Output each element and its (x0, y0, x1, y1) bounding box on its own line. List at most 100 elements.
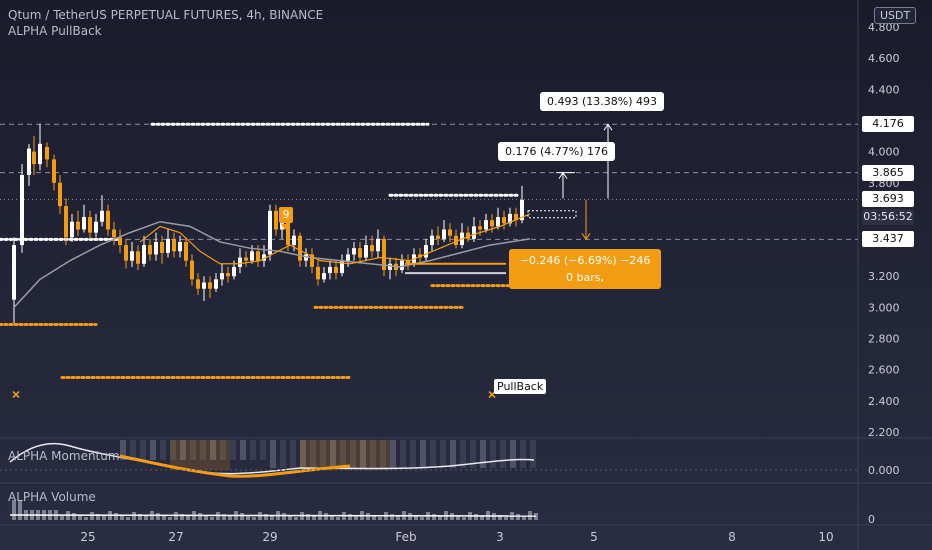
volume-bar (186, 516, 190, 520)
candle-body (208, 282, 212, 289)
momentum-histogram-bar (260, 440, 266, 460)
momentum-histogram-bar (530, 440, 536, 468)
candle-body (130, 251, 134, 261)
volume-bar (264, 514, 268, 520)
time-tick: 29 (262, 530, 277, 544)
candle-body (12, 245, 16, 300)
price-level-tag: 3.865 (862, 164, 914, 181)
candle-body (250, 251, 254, 261)
candle-body (38, 143, 42, 165)
currency-button[interactable]: USDT (874, 7, 917, 24)
price-tick: 2.800 (868, 333, 900, 346)
price-tick: 2.200 (868, 426, 900, 439)
momentum-histogram-bar (400, 440, 406, 468)
momentum-histogram-bar (300, 440, 306, 468)
measure-upper-box: 0.493 (13.38%) 493 (540, 92, 665, 111)
volume-bar (366, 513, 370, 520)
candle-body (58, 182, 62, 207)
candle-body (94, 221, 98, 233)
price-tick: 3.200 (868, 270, 900, 283)
candle-body (142, 245, 146, 264)
time-tick: 3 (496, 530, 504, 544)
signal-nine-marker: 9 (279, 207, 293, 223)
candle-body (382, 238, 386, 270)
candle-body (496, 217, 500, 227)
candle-body (178, 241, 182, 252)
candle-body (466, 232, 470, 239)
candle-body (45, 146, 49, 160)
candle-body (364, 245, 368, 258)
volume-bar (372, 515, 376, 520)
volume-bar (72, 513, 76, 520)
price-tick: 2.600 (868, 364, 900, 377)
candle-body (316, 266, 320, 280)
candle-body (52, 159, 56, 183)
candle-body (424, 245, 428, 258)
candle-body (478, 226, 482, 230)
candle-body (214, 279, 218, 289)
candle-body (20, 174, 24, 246)
price-tick: 3.000 (868, 301, 900, 314)
momentum-histogram-bar (180, 440, 186, 460)
candle-body (160, 241, 164, 253)
candle-body (232, 266, 236, 277)
volume-bar (414, 515, 418, 520)
momentum-histogram-bar (160, 440, 166, 460)
momentum-histogram-bar (480, 440, 486, 468)
volume-bar (534, 513, 538, 520)
volume-bar (222, 514, 226, 520)
momentum-histogram-bar (120, 440, 126, 460)
arrow-head (603, 123, 613, 131)
volume-bar (462, 517, 466, 520)
candle-body (70, 221, 74, 238)
momentum-histogram-bar (520, 440, 526, 468)
candle-body (172, 238, 176, 252)
slow-moving-average (13, 220, 531, 308)
candle-body (406, 260, 410, 264)
candle-body (292, 235, 296, 246)
momentum-histogram-bar (370, 440, 376, 468)
momentum-histogram-bar (270, 440, 276, 468)
momentum-histogram-bar (420, 440, 426, 468)
volume-bar (432, 514, 436, 520)
candle-body (352, 248, 356, 255)
volume-bar (522, 516, 526, 520)
candle-body (298, 235, 302, 261)
volume-bar (348, 514, 352, 520)
volume-bar (240, 513, 244, 520)
volume-bar (246, 515, 250, 520)
measure-lower-box: −0.246 (−6.69%) −246 0 bars, (509, 249, 661, 289)
time-tick: 25 (80, 530, 95, 544)
momentum-histogram-bar (410, 440, 416, 468)
measure-lower-line2: 0 bars, (566, 271, 604, 284)
momentum-histogram-bar (460, 440, 466, 468)
volume-bar (156, 513, 160, 520)
current-range-box (527, 210, 577, 219)
candle-body (148, 245, 152, 255)
momentum-histogram-bar (190, 440, 196, 460)
time-tick: 8 (728, 530, 736, 544)
measure-middle-box: 0.176 (4.77%) 176 (498, 142, 616, 161)
candle-body (328, 266, 332, 274)
candle-body (226, 273, 230, 277)
price-tick: 2.400 (868, 395, 900, 408)
volume-bar (390, 514, 394, 520)
volume-bar (282, 513, 286, 520)
volume-bar (102, 516, 106, 520)
momentum-histogram-bar (500, 440, 506, 468)
fast-moving-average (139, 213, 531, 265)
volume-bar (198, 513, 202, 520)
volume-bar (144, 516, 148, 520)
candle-body (322, 273, 326, 280)
volume-bar (96, 514, 100, 520)
volume-bar (324, 513, 328, 520)
candle-body (454, 235, 458, 246)
candle-body (508, 213, 512, 224)
chart-title: Qtum / TetherUS PERPETUAL FUTURES, 4h, B… (8, 8, 324, 22)
candle-body (106, 210, 110, 230)
momentum-histogram-bar (310, 440, 316, 468)
momentum-pane-label: ALPHA Momentum (8, 449, 120, 463)
candle-body (472, 226, 476, 239)
candle-body (256, 251, 260, 261)
